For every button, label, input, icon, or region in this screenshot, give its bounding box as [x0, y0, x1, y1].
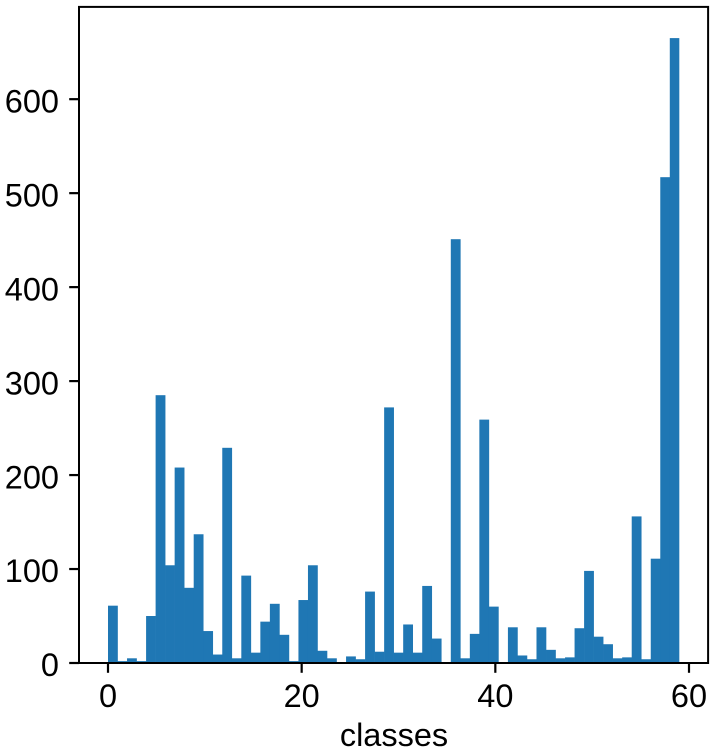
svg-text:500: 500	[5, 177, 59, 213]
svg-text:0: 0	[99, 678, 117, 714]
svg-text:300: 300	[5, 365, 59, 401]
svg-text:60: 60	[671, 678, 707, 714]
svg-text:0: 0	[41, 647, 59, 683]
svg-text:200: 200	[5, 459, 59, 495]
svg-text:classes: classes	[340, 717, 448, 750]
svg-text:20: 20	[284, 678, 320, 714]
svg-text:40: 40	[477, 678, 513, 714]
svg-text:400: 400	[5, 271, 59, 307]
svg-text:100: 100	[5, 553, 59, 589]
svg-text:600: 600	[5, 83, 59, 119]
